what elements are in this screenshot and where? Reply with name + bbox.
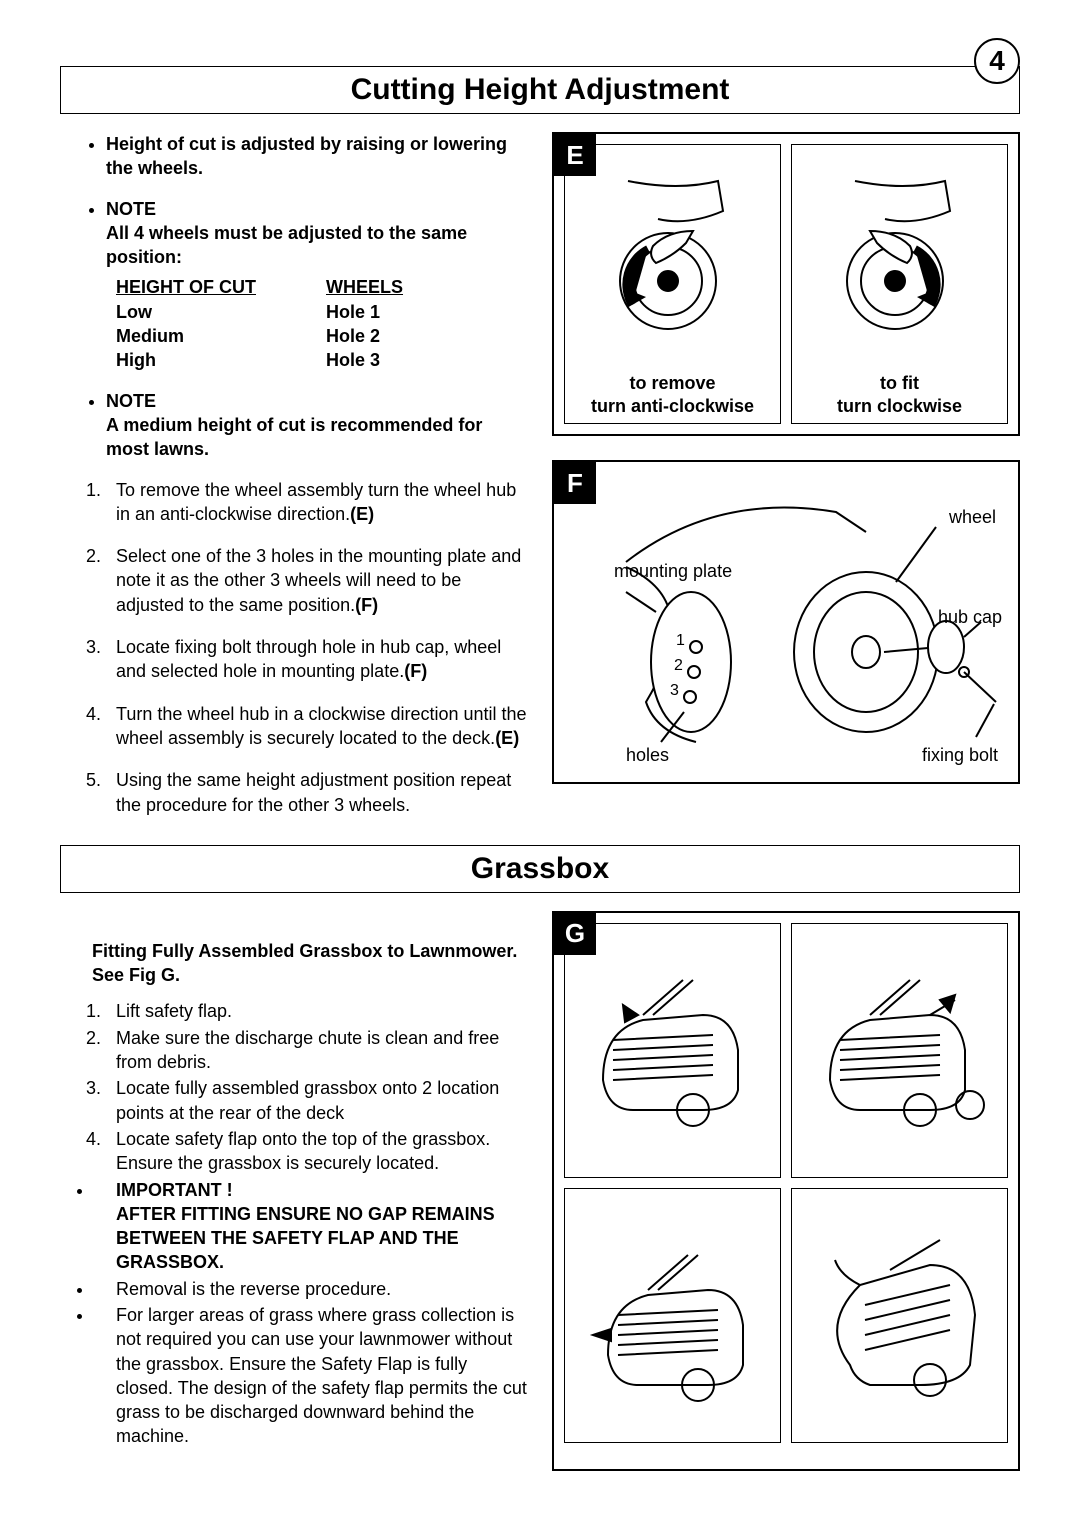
step-ref: (E) [495, 728, 519, 748]
section-title-grassbox: Grassbox [60, 845, 1020, 893]
figure-g-cell [564, 1188, 781, 1443]
figure-label-text: E [566, 140, 583, 171]
page: 4 Cutting Height Adjustment Height of cu… [0, 0, 1080, 1529]
caption-line: turn anti-clockwise [591, 396, 754, 416]
table-cell: Hole 3 [326, 348, 446, 372]
important-lead: IMPORTANT ! [116, 1180, 233, 1200]
step-text: Using the same height adjustment positio… [116, 770, 511, 814]
figure-label: E [554, 134, 596, 176]
fig-f-label-fixing-bolt: fixing bolt [922, 745, 998, 766]
step-text: Locate fixing bolt through hole in hub c… [116, 637, 501, 681]
step-ref: (F) [404, 661, 427, 681]
fig-f-label-hub-cap: hub cap [938, 607, 1002, 628]
table-cell: High [116, 348, 326, 372]
table-cell: Medium [116, 324, 326, 348]
figure-g-grid [564, 923, 1008, 1443]
hole-number: 2 [674, 657, 683, 674]
wheel-fit-illustration [792, 145, 1007, 366]
bullet-text: All 4 wheels must be adjusted to the sam… [106, 223, 467, 267]
section1-bullets: Height of cut is adjusted by raising or … [60, 132, 528, 462]
section1-left: Height of cut is adjusted by raising or … [60, 132, 528, 835]
figure-e: E [552, 132, 1020, 436]
note-item: For larger areas of grass where grass co… [94, 1303, 528, 1449]
grassbox-illustration [810, 960, 990, 1140]
bullet-lead: NOTE [106, 391, 156, 411]
page-number-badge: 4 [974, 38, 1020, 84]
label-text: mounting plate [614, 561, 732, 581]
height-table: HEIGHT OF CUT WHEELS Low Hole 1 Medium H… [116, 275, 528, 372]
table-cell: Hole 2 [326, 324, 446, 348]
table-cell: Low [116, 300, 326, 324]
figure-f: F [552, 460, 1020, 784]
step-item: Lift safety flap. [106, 999, 528, 1023]
step-item: Select one of the 3 holes in the mountin… [106, 544, 528, 617]
step-text: Turn the wheel hub in a clockwise direct… [116, 704, 527, 748]
step-text: Select one of the 3 holes in the mountin… [116, 546, 521, 615]
step-ref: (E) [350, 504, 374, 524]
table-header: HEIGHT OF CUT [116, 275, 326, 299]
section2-notes: Removal is the reverse procedure. For la… [60, 1277, 528, 1449]
figure-e-caption-right: to fit turn clockwise [792, 366, 1007, 423]
section-title-cutting-height: Cutting Height Adjustment [60, 66, 1020, 114]
section1-right: E [552, 132, 1020, 835]
table-header: WHEELS [326, 275, 446, 299]
step-item: Using the same height adjustment positio… [106, 768, 528, 817]
step-item: Locate fully assembled grassbox onto 2 l… [106, 1076, 528, 1125]
figure-e-caption-left: to remove turn anti-clockwise [565, 366, 780, 423]
figure-label-text: G [565, 918, 585, 949]
fig-f-label-holes: holes [626, 745, 669, 766]
figure-label: G [554, 913, 596, 955]
caption-line: to remove [629, 373, 715, 393]
step-item: Make sure the discharge chute is clean a… [106, 1026, 528, 1075]
figure-g-cell [564, 923, 781, 1178]
hole-number: 1 [676, 632, 685, 649]
wheel-remove-illustration [565, 145, 780, 366]
page-number: 4 [989, 45, 1005, 77]
bullet-item: NOTE A medium height of cut is recommend… [106, 389, 528, 462]
bullet-lead: NOTE [106, 199, 156, 219]
grassbox-illustration [810, 1225, 990, 1405]
bullet-item: Height of cut is adjusted by raising or … [106, 132, 528, 181]
step-text: To remove the wheel assembly turn the wh… [116, 480, 516, 524]
section2-subheading: Fitting Fully Assembled Grassbox to Lawn… [92, 939, 528, 988]
section1-steps: To remove the wheel assembly turn the wh… [60, 478, 528, 817]
step-item: Turn the wheel hub in a clockwise direct… [106, 702, 528, 751]
fig-f-label-mounting-plate: mounting plate [614, 562, 732, 582]
grassbox-illustration [583, 960, 763, 1140]
figure-g-cell [791, 923, 1008, 1178]
figure-f-body: 1 2 3 wheel mounting plate hub cap holes… [564, 472, 1008, 772]
section2-important: IMPORTANT ! AFTER FITTING ENSURE NO GAP … [60, 1178, 528, 1275]
figure-e-panel-left: to remove turn anti-clockwise [564, 144, 781, 424]
figure-e-panel-right: to fit turn clockwise [791, 144, 1008, 424]
step-item: Locate fixing bolt through hole in hub c… [106, 635, 528, 684]
note-item: Removal is the reverse procedure. [94, 1277, 528, 1301]
section2-left: Fitting Fully Assembled Grassbox to Lawn… [60, 911, 528, 1495]
hole-number: 3 [670, 682, 679, 699]
important-text: AFTER FITTING ENSURE NO GAP REMAINS BETW… [116, 1204, 495, 1273]
step-ref: (F) [355, 595, 378, 615]
figure-g-cell [791, 1188, 1008, 1443]
section2-steps: Lift safety flap. Make sure the discharg… [60, 999, 528, 1175]
section-title-text: Cutting Height Adjustment [351, 73, 730, 106]
step-item: To remove the wheel assembly turn the wh… [106, 478, 528, 527]
bullet-item: NOTE All 4 wheels must be adjusted to th… [106, 197, 528, 373]
fig-f-label-wheel: wheel [949, 507, 996, 528]
section-title-text: Grassbox [471, 852, 609, 885]
bullet-text: Height of cut is adjusted by raising or … [106, 134, 507, 178]
caption-line: turn clockwise [837, 396, 962, 416]
figure-g: G [552, 911, 1020, 1471]
section2-body: Fitting Fully Assembled Grassbox to Lawn… [60, 911, 1020, 1495]
bullet-text: A medium height of cut is recommended fo… [106, 415, 482, 459]
table-cell: Hole 1 [326, 300, 446, 324]
caption-line: to fit [880, 373, 919, 393]
section1-body: Height of cut is adjusted by raising or … [60, 132, 1020, 835]
grassbox-illustration [583, 1225, 763, 1405]
section2-right: G [552, 911, 1020, 1495]
step-item: Locate safety flap onto the top of the g… [106, 1127, 528, 1176]
important-item: IMPORTANT ! AFTER FITTING ENSURE NO GAP … [94, 1178, 528, 1275]
